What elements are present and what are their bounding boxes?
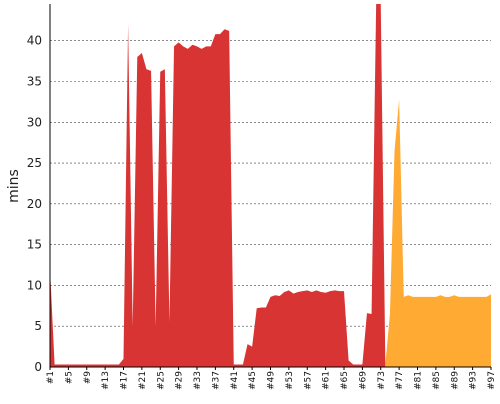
y-axis-label: mins xyxy=(6,169,22,203)
x-tick-label: #97 xyxy=(487,371,497,390)
y-tick-label: 5 xyxy=(34,319,42,333)
x-tick-label: #45 xyxy=(248,371,258,390)
x-tick-label: #57 xyxy=(303,371,313,390)
x-tick-label: #9 xyxy=(83,371,93,385)
x-tick-label: #81 xyxy=(414,371,424,390)
x-tick-label: #89 xyxy=(450,371,460,390)
x-tick-label: #61 xyxy=(322,371,332,390)
x-tick-label: #41 xyxy=(230,371,240,390)
x-tick-label: #49 xyxy=(267,371,277,390)
x-tick-label: #73 xyxy=(377,371,387,390)
y-tick-label: 10 xyxy=(27,278,42,292)
y-tick-labels: 0 5 10 15 20 25 30 35 40 xyxy=(27,34,42,374)
series-areas xyxy=(50,4,491,367)
x-tick-label: #37 xyxy=(211,371,221,390)
y-tick-label: 40 xyxy=(27,34,42,48)
y-tick-label: 25 xyxy=(27,156,42,170)
y-tick-label: 15 xyxy=(27,238,42,252)
y-tick-label: 0 xyxy=(34,360,42,374)
x-tick-label: #13 xyxy=(101,371,111,390)
x-tick-label: #1 xyxy=(46,371,56,384)
y-tick-label: 35 xyxy=(27,74,42,88)
series-area-1 xyxy=(50,4,386,367)
x-tick-labels: #1 #5 #9 #13 #17 #21 #25 #29 #33 #37 #41 #45 #49 #53 #… xyxy=(46,367,497,390)
x-tick-label: #69 xyxy=(358,371,368,390)
y-tick-label: 30 xyxy=(27,115,42,129)
x-tick-label: #29 xyxy=(175,371,185,390)
x-tick-label: #77 xyxy=(395,371,405,390)
series-area-2 xyxy=(385,99,491,367)
x-tick-label: #85 xyxy=(432,371,442,390)
x-tick-label: #21 xyxy=(138,371,148,390)
x-tick-label: #53 xyxy=(285,371,295,390)
x-tick-label: #65 xyxy=(340,371,350,390)
x-tick-label: #5 xyxy=(64,371,74,384)
x-tick-label: #17 xyxy=(120,371,130,390)
x-tick-label: #33 xyxy=(193,371,203,390)
grid-lines xyxy=(50,40,491,327)
x-tick-label: #93 xyxy=(469,371,479,390)
x-tick-label: #25 xyxy=(156,371,166,390)
y-tick-label: 20 xyxy=(27,197,42,211)
